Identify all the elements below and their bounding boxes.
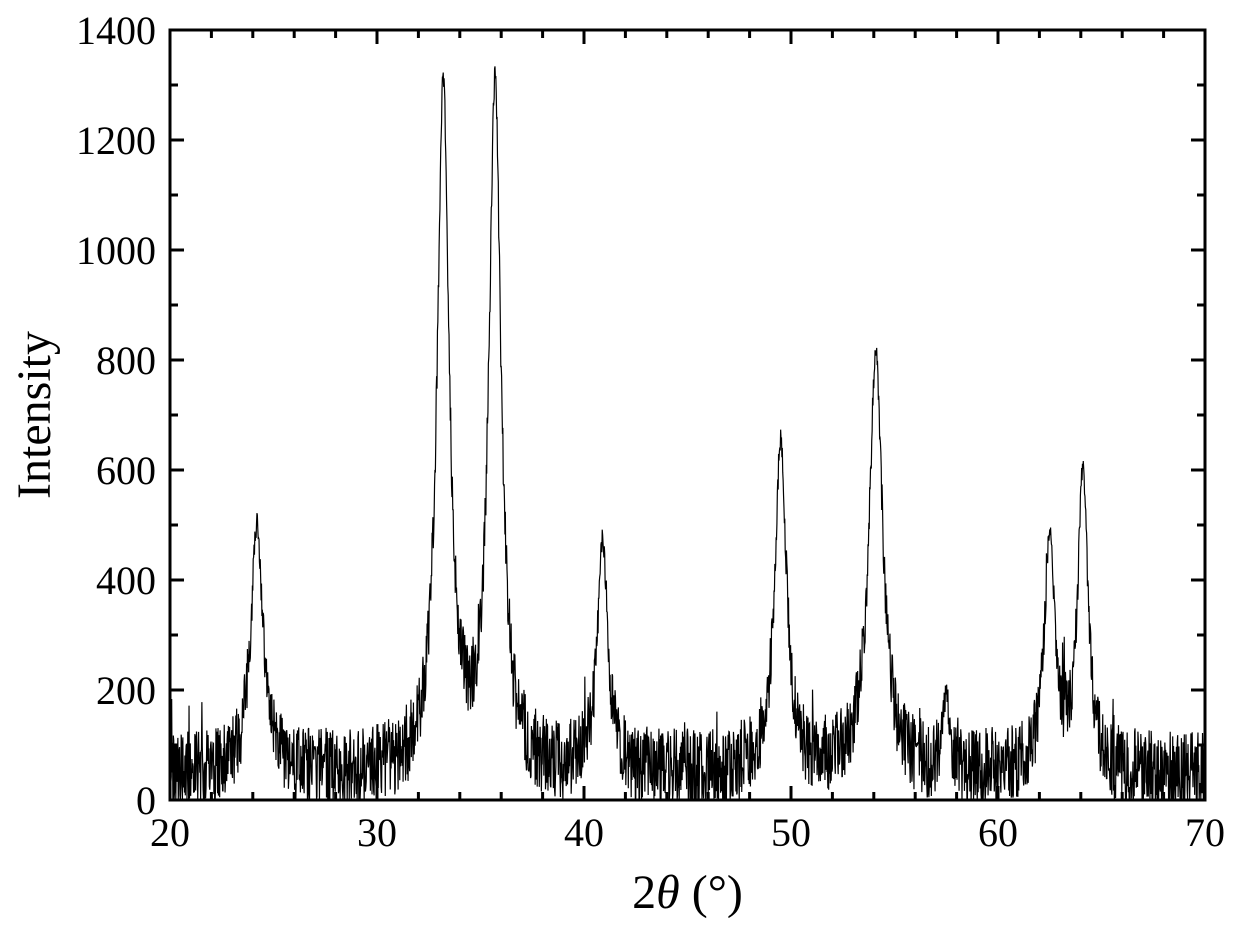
x-axis-label: 2θ (°) (632, 866, 743, 919)
xrd-series (170, 66, 1205, 800)
y-tick-label: 800 (96, 338, 156, 383)
y-tick-label: 200 (96, 668, 156, 713)
y-tick-label: 1400 (76, 8, 156, 53)
chart-svg: 20 30 40 50 60 70 0 200 400 600 800 1000 1200 1400 2θ … (0, 0, 1240, 927)
x-tick-label: 30 (357, 810, 397, 855)
y-tick-label: 0 (136, 778, 156, 823)
x-tick-label: 40 (564, 810, 604, 855)
y-tick-label: 1200 (76, 118, 156, 163)
x-tick-label: 60 (978, 810, 1018, 855)
plot-frame (170, 30, 1205, 800)
y-tick-label: 600 (96, 448, 156, 493)
x-tick-label: 20 (150, 810, 190, 855)
x-tick-label: 50 (771, 810, 811, 855)
y-tick-label: 400 (96, 558, 156, 603)
x-tick-label: 70 (1185, 810, 1225, 855)
y-tick-label: 1000 (76, 228, 156, 273)
y-axis-label: Intensity (8, 331, 61, 499)
xrd-chart: 20 30 40 50 60 70 0 200 400 600 800 1000 1200 1400 2θ … (0, 0, 1240, 927)
